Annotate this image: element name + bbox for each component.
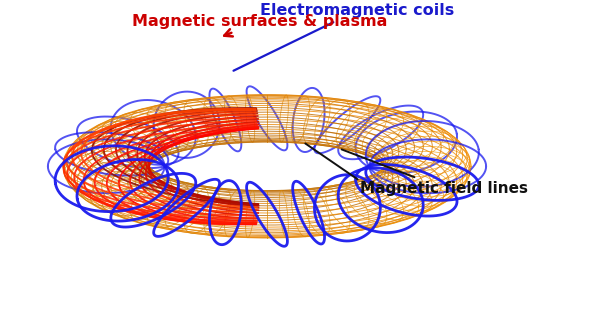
Text: Magnetic surfaces & plasma: Magnetic surfaces & plasma bbox=[132, 14, 388, 37]
Text: Magnetic field lines: Magnetic field lines bbox=[341, 149, 528, 196]
Text: Electromagnetic coils: Electromagnetic coils bbox=[233, 3, 454, 71]
